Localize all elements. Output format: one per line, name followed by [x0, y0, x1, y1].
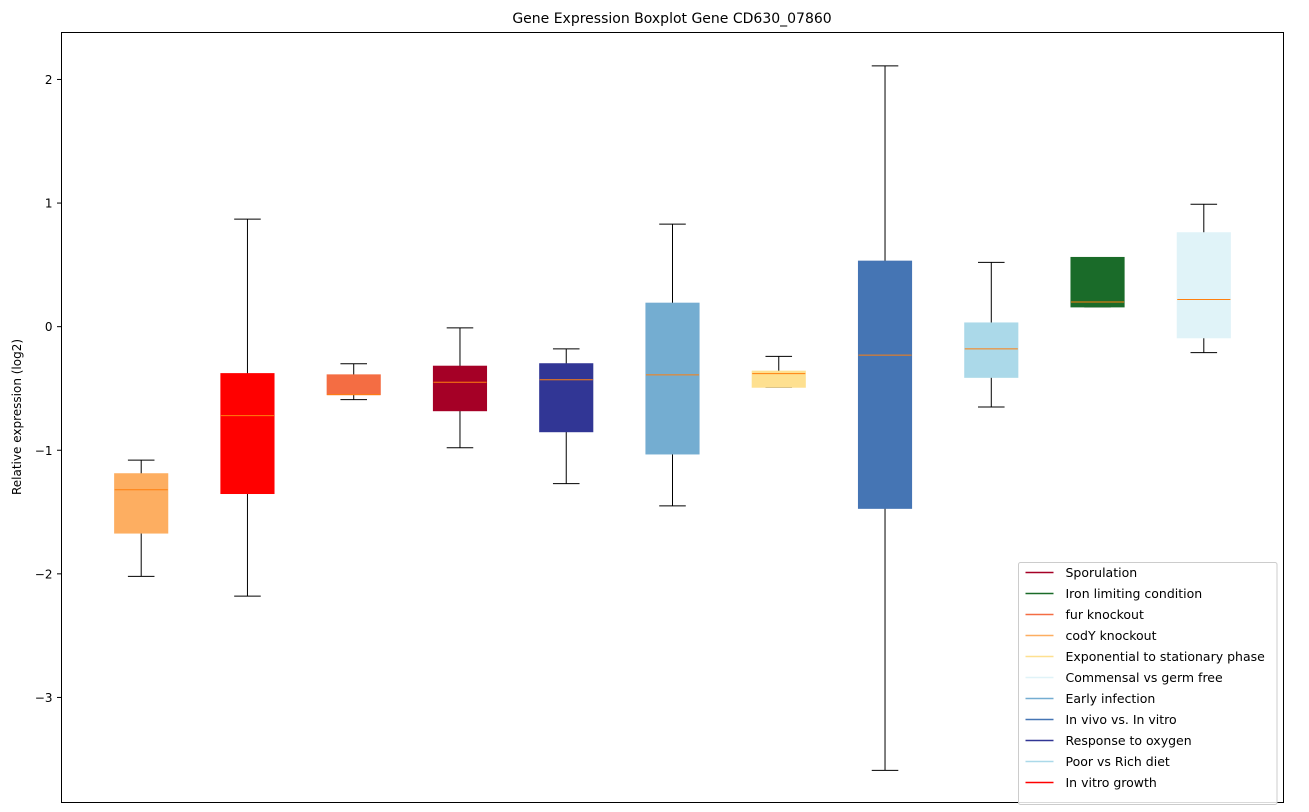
box-group [114, 459, 169, 577]
box-group [645, 223, 700, 507]
box-group [432, 327, 488, 449]
legend-label: In vivo vs. In vitro [1066, 712, 1177, 727]
box-group [1176, 203, 1231, 354]
box-group [751, 355, 806, 388]
box [751, 370, 806, 388]
legend-label: Early infection [1066, 691, 1156, 706]
box [1176, 232, 1231, 339]
legend-label: fur knockout [1066, 607, 1144, 622]
legend-label: Sporulation [1066, 565, 1138, 580]
box [857, 260, 913, 509]
box [114, 473, 169, 534]
box [1070, 256, 1125, 308]
plot-frame [61, 32, 1284, 803]
box [964, 322, 1019, 378]
y-tick-label: −3 [35, 691, 53, 705]
box [539, 363, 594, 433]
box [326, 374, 381, 396]
legend-frame [1018, 562, 1278, 805]
box [432, 365, 488, 412]
box-group [220, 218, 275, 597]
boxes-layer [114, 65, 1231, 771]
y-tick-label: 1 [45, 197, 53, 211]
legend: Sporulation Iron limiting condition fur kn… [1018, 562, 1278, 805]
box [220, 373, 275, 495]
y-tick-label: −1 [35, 444, 53, 458]
box-group [1070, 256, 1125, 308]
box [645, 302, 700, 455]
legend-label: Response to oxygen [1066, 733, 1192, 748]
legend-label: codY knockout [1066, 628, 1157, 643]
chart-title: Gene Expression Boxplot Gene CD630_07860 [512, 11, 831, 27]
box-group [539, 348, 594, 485]
box-group [964, 261, 1019, 408]
legend-label: In vitro growth [1066, 775, 1157, 790]
box-group [326, 363, 381, 401]
legend-label: Commensal vs germ free [1066, 670, 1223, 685]
legend-label: Exponential to stationary phase [1066, 649, 1266, 664]
legend-label: Poor vs Rich diet [1066, 754, 1170, 769]
y-axis: −3 −2 −1 0 1 2 [35, 73, 62, 705]
y-tick-label: 2 [45, 73, 53, 87]
y-axis-label: Relative expression (log2) [10, 339, 24, 495]
y-tick-label: −2 [35, 567, 53, 581]
box-group [857, 65, 913, 771]
legend-label: Iron limiting condition [1066, 586, 1203, 601]
y-tick-label: 0 [45, 320, 53, 334]
